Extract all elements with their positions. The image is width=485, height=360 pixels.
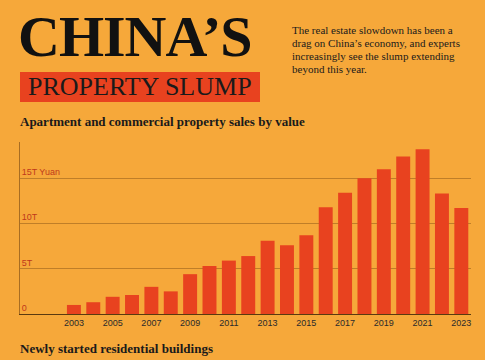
svg-text:0: 0: [22, 303, 27, 313]
html-text:PROPERTY SLUMP: PROPERTY SLUMP: [28, 72, 252, 101]
svg-text:2009: 2009: [180, 318, 200, 328]
svg-text:5T: 5T: [22, 258, 33, 268]
svg-text:2005: 2005: [103, 318, 123, 328]
svg-text:2015: 2015: [296, 318, 316, 328]
svg-text:10T: 10T: [22, 212, 38, 222]
html-text:Newly started residential buil: Newly started residential buildings: [20, 341, 213, 356]
html-text:The real estate slowdown has b: The real estate slowdown has been a drag…: [292, 24, 460, 75]
svg-text:2017: 2017: [335, 318, 355, 328]
svg-text:2023: 2023: [451, 318, 471, 328]
svg-text:2013: 2013: [258, 318, 278, 328]
svg-text:2019: 2019: [374, 318, 394, 328]
svg-text:15T Yuan: 15T Yuan: [22, 167, 60, 177]
svg-text:2021: 2021: [413, 318, 433, 328]
svg-text:2007: 2007: [141, 318, 161, 328]
svg-text:2003: 2003: [64, 318, 84, 328]
svg-text:Apartment and commercial prope: Apartment and commercial property sales …: [20, 114, 305, 129]
svg-text:2011: 2011: [219, 318, 238, 328]
html-text:CHINA’S: CHINA’S: [18, 4, 252, 69]
